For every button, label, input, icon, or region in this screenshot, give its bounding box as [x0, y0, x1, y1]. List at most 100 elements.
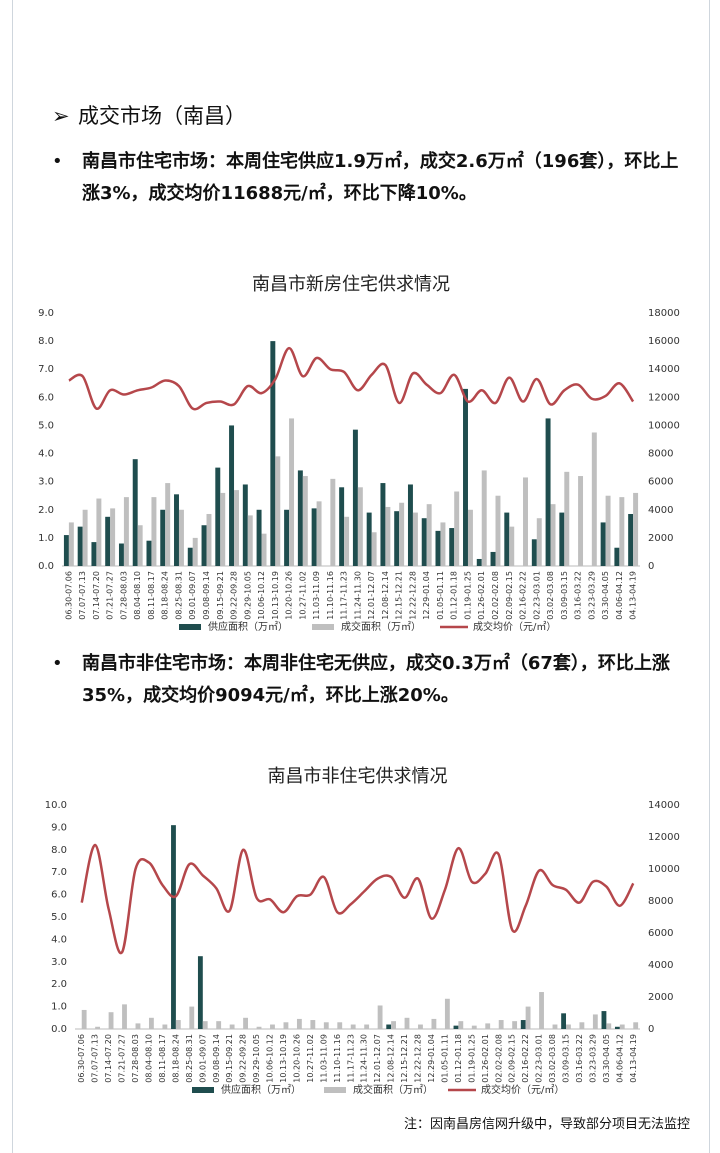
- bar: [275, 456, 281, 566]
- bar: [545, 418, 551, 566]
- bar: [215, 467, 221, 566]
- x-tick-label: 12.22-12.28: [414, 1034, 423, 1083]
- x-tick-label: 04.13-04.19: [629, 571, 638, 620]
- x-tick-label: 07.21-07.27: [118, 1034, 127, 1083]
- heading-text: 成交市场（南昌）: [78, 104, 246, 128]
- x-tick-label: 03.09-03.15: [562, 1034, 571, 1083]
- x-tick-label: 10.27-11.02: [306, 1034, 315, 1083]
- y2-tick-label: 16000: [648, 336, 680, 347]
- y2-tick-label: 6000: [648, 477, 673, 488]
- bar: [552, 1024, 558, 1029]
- bar: [261, 533, 267, 566]
- x-tick-label: 01.12-01.18: [454, 1034, 463, 1083]
- x-tick-label: 10.13-10.19: [279, 1034, 288, 1083]
- x-tick-label: 11.03-11.09: [312, 571, 321, 620]
- x-tick-label: 10.13-10.19: [271, 571, 280, 620]
- bar: [148, 1017, 154, 1029]
- bar: [512, 1021, 518, 1029]
- bar: [192, 537, 198, 566]
- x-tick-label: 03.30-04.05: [602, 1034, 611, 1083]
- y2-tick-label: 14000: [648, 800, 680, 811]
- x-tick-label: 12.15-12.21: [395, 571, 404, 620]
- x-tick-label: 08.04-08.10: [144, 1034, 153, 1083]
- y-tick-label: 7.0: [51, 867, 67, 878]
- bar: [476, 558, 482, 566]
- bar: [633, 492, 639, 566]
- x-tick-label: 02.09-02.15: [508, 1034, 517, 1083]
- bar: [407, 484, 413, 566]
- bar: [105, 516, 111, 566]
- x-tick-label: 01.26-02.01: [481, 1034, 490, 1083]
- bar: [229, 425, 235, 566]
- legend-label: 成交均价（元/㎡）: [473, 620, 556, 633]
- x-tick-label: 10.27-11.02: [298, 571, 307, 620]
- bar: [591, 432, 597, 566]
- bar: [270, 341, 276, 566]
- y2-tick-label: 14000: [648, 364, 680, 375]
- y-tick-label: 9.0: [38, 308, 54, 319]
- bar: [206, 513, 212, 566]
- chart: 南昌市非住宅供求情况 0.0 1.0 2.0 3.0 4.0 5.0 6.0 7.0 8.0 9.0…: [45, 766, 680, 1096]
- y2-tick-label: 8000: [648, 896, 673, 907]
- bar: [463, 388, 468, 566]
- bar: [606, 1023, 612, 1029]
- x-tick-label: 01.12-01.18: [450, 571, 459, 620]
- bar: [435, 530, 441, 566]
- bar: [444, 998, 450, 1029]
- bar: [242, 484, 248, 566]
- bar: [229, 1024, 235, 1029]
- y2-tick-label: 0: [648, 1024, 654, 1035]
- y2-tick-label: 4000: [648, 505, 673, 516]
- bar: [187, 547, 193, 566]
- x-tick-label: 11.24-11.30: [360, 1034, 369, 1083]
- bar: [91, 542, 97, 566]
- y2-tick-label: 2000: [648, 533, 673, 544]
- bar: [371, 532, 377, 566]
- legend-label: 成交面积（万㎡）: [353, 1083, 433, 1096]
- x-tick-label: 02.23-03.01: [532, 571, 541, 620]
- x-tick-label: 12.01-12.07: [367, 571, 376, 620]
- y2-tick-label: 18000: [648, 308, 680, 319]
- x-tick-label: 12.08-12.14: [387, 1034, 396, 1083]
- bar: [122, 1004, 127, 1029]
- bar: [601, 1011, 607, 1029]
- bar: [566, 1024, 571, 1029]
- bar: [605, 495, 611, 566]
- x-tick-label: 01.05-01.11: [436, 571, 445, 620]
- y2-tick-label: 12000: [648, 392, 680, 403]
- bar: [449, 528, 455, 566]
- bar: [614, 1026, 620, 1029]
- x-tick-label: 03.02-03.08: [546, 571, 555, 620]
- x-tick-label: 08.18-08.24: [161, 571, 170, 620]
- bar: [559, 512, 565, 566]
- y-tick-label: 3.0: [51, 957, 67, 968]
- x-tick-label: 09.22-09.28: [239, 1034, 248, 1083]
- x-tick-label: 02.23-03.01: [535, 1034, 544, 1083]
- bullet: • 南昌市非住宅市场：本周非住宅无供应，成交0.3万㎡（67套），环比上涨35%，…: [52, 648, 692, 712]
- bar: [234, 490, 239, 566]
- x-tick-label: 10.06-10.12: [266, 1034, 275, 1083]
- bullet: • 南昌市住宅市场：本周住宅供应1.9万㎡，成交2.6万㎡（196套），环比上涨3…: [52, 146, 692, 210]
- x-tick-label: 12.08-12.14: [381, 571, 390, 620]
- bar: [561, 1013, 567, 1029]
- x-tick-label: 07.07-07.13: [91, 1034, 100, 1083]
- y-tick-label: 4.0: [38, 449, 54, 460]
- bar: [165, 483, 171, 566]
- x-tick-label: 07.07-07.13: [78, 571, 87, 620]
- bar: [458, 1021, 464, 1029]
- x-tick-label: 01.19-01.25: [463, 571, 472, 620]
- bar: [509, 526, 515, 566]
- bar: [82, 509, 88, 566]
- bar: [284, 509, 290, 566]
- y2-tick-label: 8000: [648, 449, 673, 460]
- bar: [498, 1020, 504, 1029]
- x-tick-label: 08.25-08.31: [174, 571, 183, 620]
- bar: [453, 1025, 459, 1029]
- y2-tick-label: 10000: [648, 420, 680, 431]
- bar: [412, 512, 418, 566]
- bar: [380, 483, 386, 566]
- bar: [564, 471, 570, 566]
- x-tick-label: 07.28-08.03: [119, 571, 128, 620]
- x-tick-label: 09.01-09.07: [198, 1034, 207, 1083]
